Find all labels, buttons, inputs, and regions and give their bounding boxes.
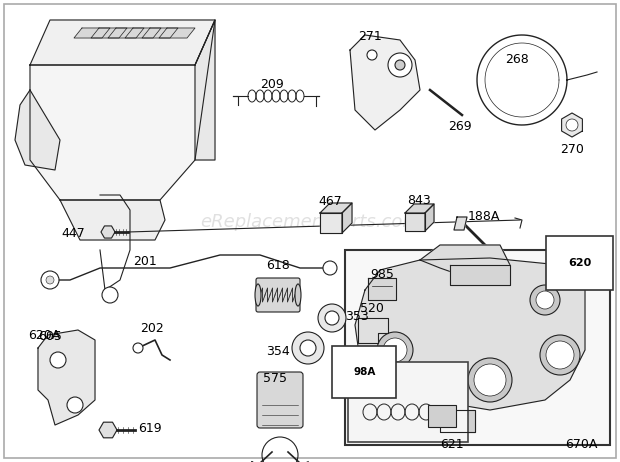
Polygon shape — [101, 226, 115, 238]
Polygon shape — [15, 90, 60, 170]
Text: 670A: 670A — [565, 438, 598, 451]
Circle shape — [50, 352, 66, 368]
Text: 619: 619 — [138, 421, 162, 434]
Polygon shape — [342, 203, 352, 233]
Polygon shape — [142, 28, 178, 38]
Text: 575: 575 — [263, 372, 287, 385]
Circle shape — [41, 271, 59, 289]
Circle shape — [292, 332, 324, 364]
FancyBboxPatch shape — [257, 372, 303, 428]
Text: 209: 209 — [260, 78, 284, 91]
Polygon shape — [38, 330, 95, 425]
Text: 270: 270 — [560, 143, 584, 156]
Polygon shape — [358, 318, 388, 343]
Circle shape — [566, 119, 578, 131]
Polygon shape — [405, 204, 434, 213]
Polygon shape — [159, 28, 195, 38]
Polygon shape — [320, 213, 342, 233]
Polygon shape — [450, 265, 510, 285]
Circle shape — [395, 60, 405, 70]
Polygon shape — [454, 217, 467, 230]
Text: eReplacementParts.com: eReplacementParts.com — [200, 213, 420, 231]
Bar — [428, 405, 456, 427]
Text: 621: 621 — [440, 438, 464, 451]
Circle shape — [102, 287, 118, 303]
Polygon shape — [355, 258, 585, 410]
Polygon shape — [420, 245, 510, 278]
Circle shape — [536, 291, 554, 309]
Polygon shape — [30, 20, 215, 65]
Bar — [348, 362, 468, 442]
Circle shape — [388, 53, 412, 77]
Circle shape — [367, 50, 377, 60]
Polygon shape — [350, 35, 420, 130]
Polygon shape — [195, 20, 215, 160]
Polygon shape — [368, 278, 396, 300]
Polygon shape — [405, 213, 425, 231]
Circle shape — [468, 358, 512, 402]
Polygon shape — [125, 28, 161, 38]
Text: 353: 353 — [345, 310, 369, 323]
Ellipse shape — [255, 284, 261, 306]
Polygon shape — [320, 203, 352, 213]
Polygon shape — [562, 113, 582, 137]
Text: 620: 620 — [568, 258, 591, 268]
Circle shape — [474, 364, 506, 396]
Circle shape — [383, 338, 407, 362]
Polygon shape — [74, 28, 110, 38]
Text: 620A: 620A — [28, 329, 60, 342]
Polygon shape — [91, 28, 127, 38]
FancyBboxPatch shape — [256, 278, 300, 312]
Circle shape — [540, 335, 580, 375]
Polygon shape — [30, 20, 215, 200]
Text: 98A: 98A — [353, 367, 375, 377]
Text: 985: 985 — [370, 268, 394, 281]
Text: 843: 843 — [407, 194, 431, 207]
Text: 447: 447 — [61, 227, 85, 240]
Text: 271: 271 — [358, 30, 382, 43]
Circle shape — [377, 332, 413, 368]
Polygon shape — [425, 204, 434, 231]
Text: 618: 618 — [266, 259, 290, 272]
Circle shape — [318, 304, 346, 332]
Circle shape — [46, 276, 54, 284]
Circle shape — [300, 340, 316, 356]
Bar — [345, 250, 610, 445]
Circle shape — [133, 343, 143, 353]
Text: 520: 520 — [360, 302, 384, 315]
Polygon shape — [440, 410, 475, 432]
Circle shape — [67, 397, 83, 413]
Text: 268: 268 — [505, 53, 529, 66]
Text: 467: 467 — [318, 195, 342, 208]
Circle shape — [323, 261, 337, 275]
Text: 201: 201 — [133, 255, 157, 268]
Text: 605: 605 — [38, 330, 62, 343]
Polygon shape — [108, 28, 144, 38]
Ellipse shape — [295, 284, 301, 306]
Circle shape — [325, 311, 339, 325]
Circle shape — [530, 285, 560, 315]
Text: 202: 202 — [140, 322, 164, 335]
Circle shape — [546, 341, 574, 369]
Text: 269: 269 — [448, 120, 472, 133]
Polygon shape — [99, 422, 117, 438]
Polygon shape — [60, 200, 165, 240]
Text: 188A: 188A — [468, 210, 500, 223]
Text: 354: 354 — [266, 345, 290, 358]
